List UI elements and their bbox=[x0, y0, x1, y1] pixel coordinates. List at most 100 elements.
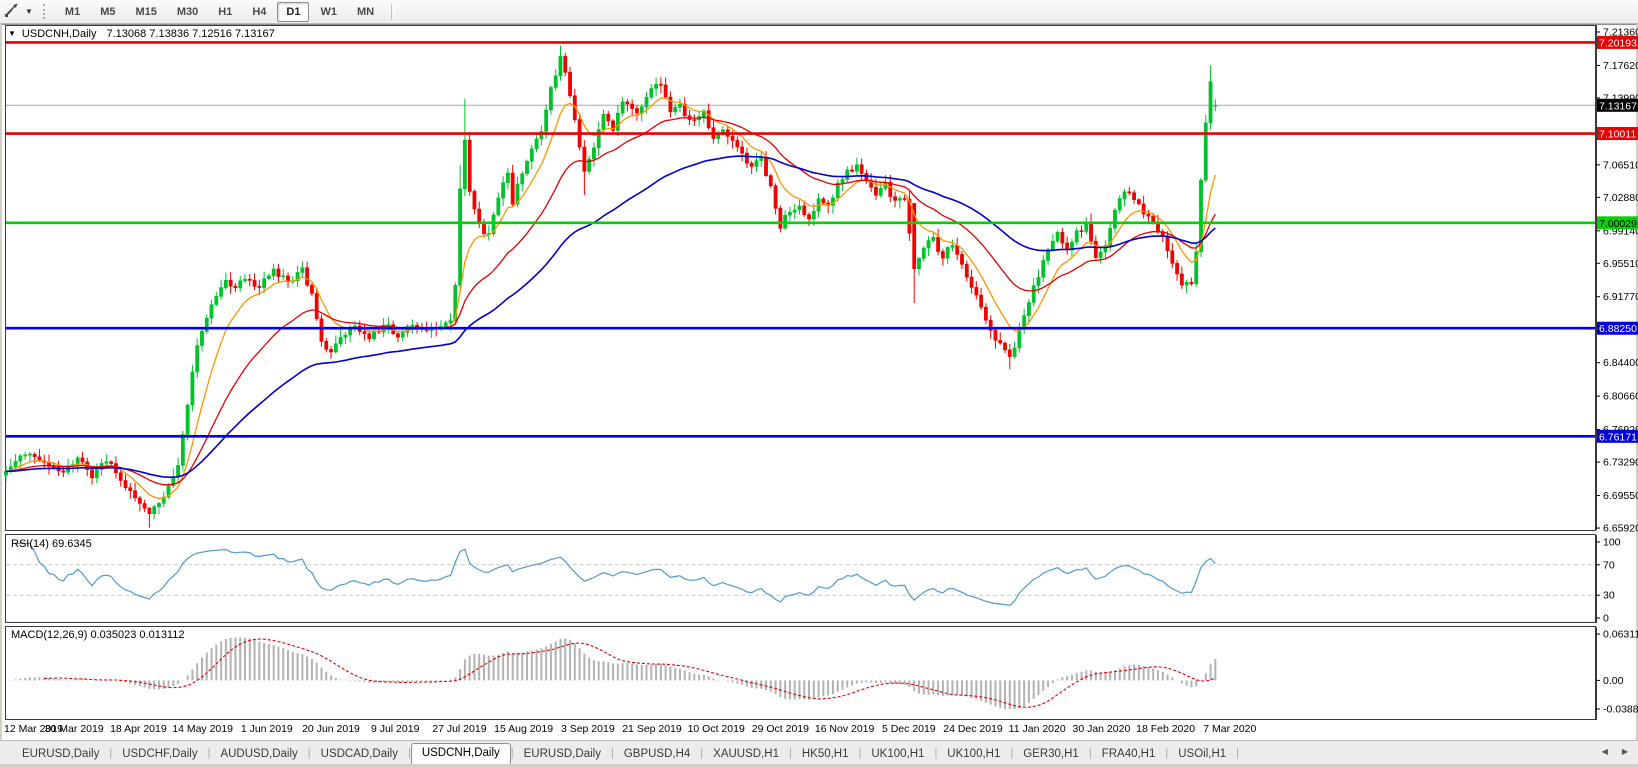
timeframe-button-D1[interactable]: D1 bbox=[277, 1, 310, 22]
svg-text:7.20193: 7.20193 bbox=[1599, 37, 1637, 49]
svg-text:100: 100 bbox=[1603, 537, 1621, 549]
rsi-line bbox=[15, 542, 1216, 606]
macd-signal-line bbox=[44, 638, 1216, 708]
collapse-icon[interactable]: ▼ bbox=[8, 29, 16, 38]
tab-divider: | bbox=[1236, 747, 1240, 759]
tab-divider: | bbox=[858, 747, 862, 759]
date-label: 5 Dec 2019 bbox=[881, 723, 936, 735]
svg-text:6.95510: 6.95510 bbox=[1603, 258, 1638, 270]
timeframe-button-M5[interactable]: M5 bbox=[100, 5, 116, 18]
macd-histogram bbox=[9, 637, 1217, 709]
tab-scroll-buttons: ◀ ▶ bbox=[1602, 747, 1628, 756]
tab-divider: | bbox=[407, 747, 411, 759]
date-label: 18 Feb 2020 bbox=[1136, 723, 1196, 735]
tab-scroll-right-icon[interactable]: ▶ bbox=[1621, 747, 1628, 756]
date-axis: 12 Mar 2019 30 Mar 2019 18 Apr 2019 14 May … bbox=[0, 720, 1638, 738]
date-label: 7 Mar 2020 bbox=[1203, 723, 1257, 735]
svg-text:6.88250: 6.88250 bbox=[1599, 323, 1637, 335]
svg-text:6.76171: 6.76171 bbox=[1599, 431, 1637, 443]
rsi-indicator-panel[interactable]: 100 70 30 0 bbox=[0, 534, 1638, 626]
ma-line-9 bbox=[5, 97, 1216, 500]
chart-tab-USDCHF-Daily[interactable]: USDCHF,Daily bbox=[122, 748, 198, 760]
chart-tab-XAUUSD-H1[interactable]: XAUUSD,H1 bbox=[713, 748, 779, 760]
toolbar-separator bbox=[391, 3, 396, 20]
date-label: 12 Mar 2019 bbox=[4, 723, 63, 735]
date-label: 20 Jun 2019 bbox=[302, 723, 360, 735]
date-label: 30 Mar 2019 bbox=[44, 723, 104, 735]
chart-symbol-label: USDCNH,Daily bbox=[21, 27, 97, 40]
chart-tab-UK100-H1[interactable]: UK100,H1 bbox=[947, 748, 1001, 760]
tab-divider: | bbox=[1165, 747, 1169, 759]
chart-tab-HK50-H1[interactable]: HK50,H1 bbox=[801, 748, 849, 760]
chart-tab-UK100-H1[interactable]: UK100,H1 bbox=[871, 748, 925, 760]
date-label: 18 Apr 2019 bbox=[110, 723, 167, 735]
timeframe-button-M1[interactable]: M1 bbox=[64, 5, 81, 18]
trendline-tool-icon[interactable] bbox=[4, 1, 22, 22]
dropdown-arrow-icon[interactable]: ▼ bbox=[25, 7, 33, 16]
svg-text:6.91770: 6.91770 bbox=[1603, 291, 1638, 303]
timeframe-button-H4[interactable]: H4 bbox=[252, 5, 267, 18]
main-price-chart[interactable]: 7.213607.176207.139907.065107.028806.991… bbox=[0, 24, 1638, 534]
timeframe-button-H1[interactable]: H1 bbox=[218, 5, 233, 18]
price-badge-7.00029 bbox=[1597, 216, 1638, 230]
timeframe-button-M30[interactable]: M30 bbox=[176, 5, 199, 18]
horizontal-levels[interactable] bbox=[6, 41, 1595, 438]
date-label: 11 Jan 2020 bbox=[1008, 723, 1066, 735]
timeframe-button-W1[interactable]: W1 bbox=[320, 5, 337, 18]
timeframe-button-M15[interactable]: M15 bbox=[135, 5, 157, 18]
macd-indicator-panel[interactable]: 0.063113 0.00 -0.038877 bbox=[0, 626, 1638, 722]
chart-tab-GBPUSD-H4[interactable]: GBPUSD,H4 bbox=[623, 748, 691, 760]
periodicity-toolbar: ▼ M1 M5 M15 M30 H1 H4 D1 W1 MN bbox=[0, 0, 1638, 24]
candlesticks[interactable] bbox=[4, 45, 1218, 528]
svg-text:0.063113: 0.063113 bbox=[1603, 629, 1638, 641]
tab-divider: | bbox=[1088, 747, 1092, 759]
chart-ohlc-values: 7.13068 7.13836 7.12516 7.13167 bbox=[106, 27, 275, 40]
date-label: 29 Oct 2019 bbox=[751, 723, 809, 735]
tab-divider: | bbox=[934, 747, 938, 759]
ma-line-60 bbox=[5, 155, 1216, 479]
svg-text:0: 0 bbox=[1603, 613, 1609, 625]
date-label: 10 Oct 2019 bbox=[687, 723, 745, 735]
tab-divider: | bbox=[700, 747, 704, 759]
toolbar-grip[interactable] bbox=[42, 4, 49, 19]
timeframe-button-MN[interactable]: MN bbox=[356, 5, 375, 18]
svg-text:7.21360: 7.21360 bbox=[1603, 26, 1638, 38]
chart-title-bar[interactable]: ▼ USDCNH,Daily 7.13068 7.13836 7.12516 7… bbox=[8, 27, 275, 40]
tab-scroll-left-icon[interactable]: ◀ bbox=[1601, 747, 1608, 756]
date-label: 1 Jun 2019 bbox=[240, 723, 293, 735]
svg-text:7.13167: 7.13167 bbox=[1599, 100, 1637, 112]
macd-label: MACD(12,26,9) 0.035023 0.013112 bbox=[11, 629, 185, 641]
svg-text:6.80660: 6.80660 bbox=[1603, 391, 1638, 403]
svg-text:6.73290: 6.73290 bbox=[1603, 457, 1638, 469]
price-badge-7.20193 bbox=[1597, 35, 1638, 49]
svg-text:7.10011: 7.10011 bbox=[1599, 129, 1636, 141]
tab-divider: | bbox=[788, 747, 792, 759]
chart-tab-USDCNH-Daily[interactable]: USDCNH,Daily bbox=[410, 743, 511, 765]
tab-divider: | bbox=[1010, 747, 1014, 759]
chart-tab-USDCAD-Daily[interactable]: USDCAD,Daily bbox=[320, 748, 398, 760]
chart-tab-USOil-H1[interactable]: USOil,H1 bbox=[1178, 748, 1227, 760]
date-label: 3 Sep 2019 bbox=[560, 723, 615, 735]
date-label: 9 Jul 2019 bbox=[370, 723, 420, 735]
chart-tab-FRA40-H1[interactable]: FRA40,H1 bbox=[1101, 748, 1156, 760]
chart-tabs: EURUSD,Daily | USDCHF,Daily | AUDUSD,Daily | U… bbox=[12, 743, 1240, 765]
svg-text:6.69550: 6.69550 bbox=[1603, 490, 1638, 502]
chart-tab-AUDUSD-Daily[interactable]: AUDUSD,Daily bbox=[220, 748, 298, 760]
rsi-label: RSI(14) 69.6345 bbox=[11, 538, 92, 550]
tab-divider: | bbox=[109, 747, 113, 759]
tab-divider: | bbox=[610, 747, 614, 759]
drawing-tool-group[interactable]: ▼ bbox=[0, 1, 37, 22]
chart-window bbox=[2, 24, 1636, 740]
svg-text:30: 30 bbox=[1603, 590, 1615, 602]
chart-tab-EURUSD-Daily[interactable]: EURUSD,Daily bbox=[523, 748, 601, 760]
timeframe-buttons: M1 M5 M15 M30 H1 H4 D1 W1 MN bbox=[56, 1, 383, 22]
current-price-badge bbox=[1597, 98, 1638, 112]
svg-text:7.06510: 7.06510 bbox=[1603, 159, 1638, 171]
svg-text:70: 70 bbox=[1603, 559, 1615, 571]
date-label: 24 Dec 2019 bbox=[943, 723, 1003, 735]
date-label: 15 Aug 2019 bbox=[494, 723, 554, 735]
chart-tab-EURUSD-Daily[interactable]: EURUSD,Daily bbox=[22, 748, 100, 760]
price-badge-6.76171 bbox=[1597, 429, 1638, 443]
chart-tab-GER30-H1[interactable]: GER30,H1 bbox=[1023, 748, 1079, 760]
